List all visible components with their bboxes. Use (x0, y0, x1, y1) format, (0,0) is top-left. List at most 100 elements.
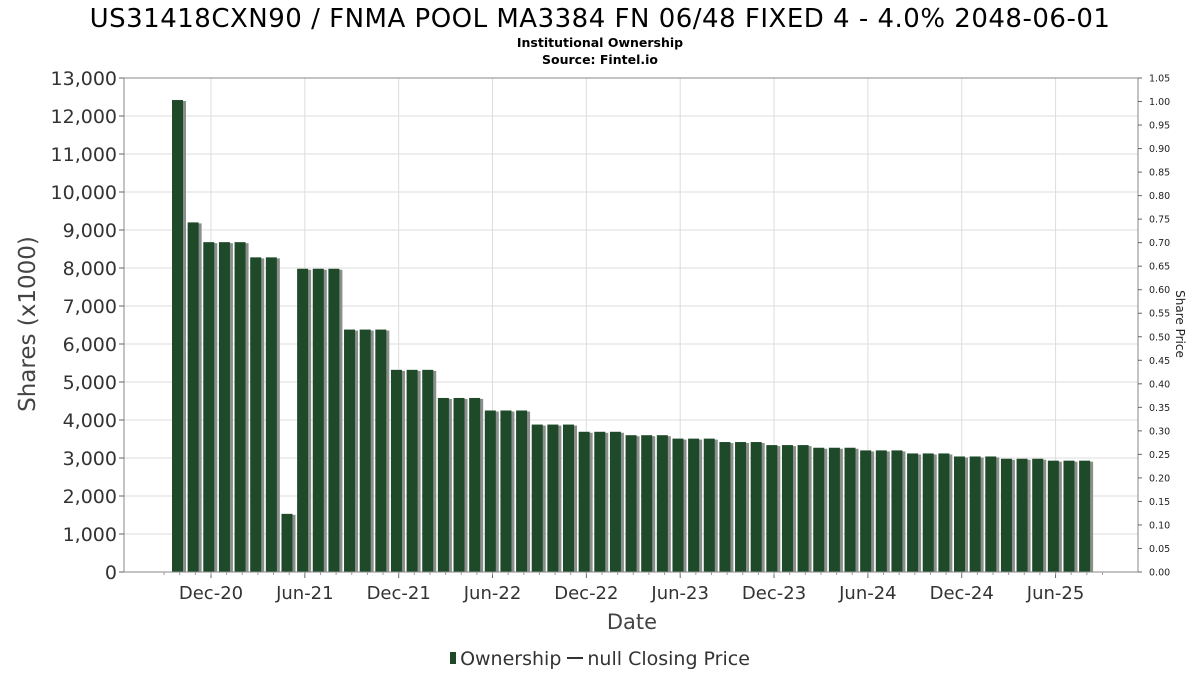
y2-tick-label: 0.10 (1149, 520, 1170, 531)
ownership-bar (172, 100, 183, 572)
ownership-bar (578, 431, 590, 572)
ownership-bar (1063, 460, 1075, 572)
x-tick-label: Jun-22 (463, 583, 522, 604)
y2-tick-label: 0.15 (1149, 497, 1170, 508)
y2-tick-label: 0.75 (1149, 215, 1170, 226)
y-tick-label: 11,000 (51, 144, 117, 166)
y2-tick-label: 1.00 (1149, 97, 1170, 108)
x-tick-label: Dec-24 (930, 583, 994, 604)
ownership-bar (641, 435, 653, 572)
y2-tick-label: 0.55 (1149, 309, 1170, 320)
x-tick-label: Dec-23 (742, 583, 806, 604)
y2-tick-label: 0.65 (1149, 262, 1170, 273)
legend-price: null Closing Price (587, 648, 750, 670)
ownership-bar (390, 369, 402, 572)
x-axis-label: Date (607, 610, 657, 634)
ownership-bar (563, 424, 574, 572)
ownership-bar (797, 445, 809, 572)
chart-title: US31418CXN90 / FNMA POOL MA3384 FN 06/48… (89, 4, 1111, 34)
ownership-bar (547, 424, 559, 572)
ownership-bar (1032, 458, 1044, 572)
y2-tick-label: 0.20 (1149, 473, 1170, 484)
ownership-bar (281, 513, 293, 572)
x-tick-label: Dec-22 (554, 583, 618, 604)
y-tick-label: 5,000 (63, 372, 117, 394)
ownership-bar (922, 453, 934, 572)
ownership-bar (907, 453, 919, 572)
ownership-bar (985, 456, 997, 572)
ownership-bar (500, 410, 512, 572)
x-tick-label: Dec-21 (367, 583, 431, 604)
y2-tick-label: 0.50 (1149, 332, 1170, 343)
ownership-swatch-icon (450, 651, 457, 664)
y-tick-label: 7,000 (63, 296, 117, 318)
y2-tick-label: 0.80 (1149, 191, 1170, 202)
y2-tick-label: 0.45 (1149, 356, 1170, 367)
ownership-bar (422, 369, 434, 572)
bar-series (172, 100, 1094, 572)
ownership-bar (766, 445, 778, 572)
ownership-bar (672, 438, 684, 572)
x-tick-label: Dec-20 (179, 583, 243, 604)
x-tick-label: Jun-25 (1026, 583, 1085, 604)
ownership-bar (781, 445, 793, 572)
ownership-bar (218, 242, 230, 572)
y-axis: 0 1,000 2,000 3,000 4,000 5,000 6,000 7,000 8,00… (51, 68, 124, 584)
y2-axis: 0.00 0.05 0.10 0.15 0.20 0.25 0.30 0.35 0.40 0.45… (1138, 74, 1170, 579)
y-tick-label: 4,000 (63, 410, 117, 432)
ownership-bar (1079, 460, 1091, 572)
ownership-bar (469, 397, 481, 572)
x-tick-label: Jun-24 (838, 583, 897, 604)
ownership-bar (234, 242, 246, 572)
y-tick-label: 9,000 (63, 220, 117, 242)
y2-tick-label: 0.95 (1149, 121, 1170, 132)
y2-tick-label: 0.25 (1149, 450, 1170, 461)
y-tick-label: 1,000 (63, 524, 117, 546)
y-tick-label: 2,000 (63, 486, 117, 508)
ownership-bar (406, 369, 418, 572)
ownership-bar (860, 450, 872, 572)
ownership-bar (719, 442, 731, 572)
x-tick-label: Jun-23 (650, 583, 709, 604)
ownership-bar (1016, 458, 1028, 572)
ownership-bar (594, 431, 606, 572)
ownership-bar (688, 438, 700, 572)
ownership-bar (891, 450, 903, 572)
y-tick-label: 6,000 (63, 334, 117, 356)
ownership-bar (453, 397, 465, 572)
x-tick-label: Jun-21 (275, 583, 334, 604)
ownership-bar (954, 456, 965, 572)
ownership-bar (1000, 458, 1012, 572)
chart-legend: Ownership null Closing Price (0, 647, 1200, 671)
ownership-bar (203, 242, 215, 572)
y2-tick-label: 0.90 (1149, 144, 1170, 155)
y2-tick-label: 0.85 (1149, 168, 1170, 179)
ownership-bar (531, 424, 543, 572)
y2-tick-label: 1.05 (1149, 74, 1170, 85)
y2-axis-label: Share Price (1173, 290, 1187, 358)
legend-ownership: Ownership (460, 648, 562, 670)
ownership-bar (265, 257, 277, 572)
x-axis: Dec-20 Jun-21 Dec-21 Jun-22 Dec-22 Jun-23 Dec-… (163, 572, 1103, 604)
ownership-bar (375, 329, 387, 572)
ownership-bar (625, 435, 637, 572)
y-tick-label: 10,000 (51, 182, 117, 204)
ownership-bar (250, 257, 262, 572)
ownership-bar (484, 410, 496, 572)
ownership-bar (828, 447, 840, 572)
ownership-bar (437, 397, 449, 572)
grid-lines (124, 77, 1138, 573)
ownership-bar (969, 456, 981, 572)
y-axis-label: Shares (x1000) (15, 236, 41, 412)
y-tick-label: 0 (105, 562, 117, 584)
ownership-bar (938, 453, 950, 572)
ownership-bar (703, 438, 715, 572)
ownership-bar (1047, 460, 1059, 572)
ownership-bar (750, 442, 762, 572)
chart-source: Source: Fintel.io (542, 52, 658, 67)
ownership-bar (187, 222, 199, 572)
y2-tick-label: 0.40 (1149, 379, 1170, 390)
ownership-bar (875, 450, 887, 572)
ownership-bar (359, 329, 371, 572)
